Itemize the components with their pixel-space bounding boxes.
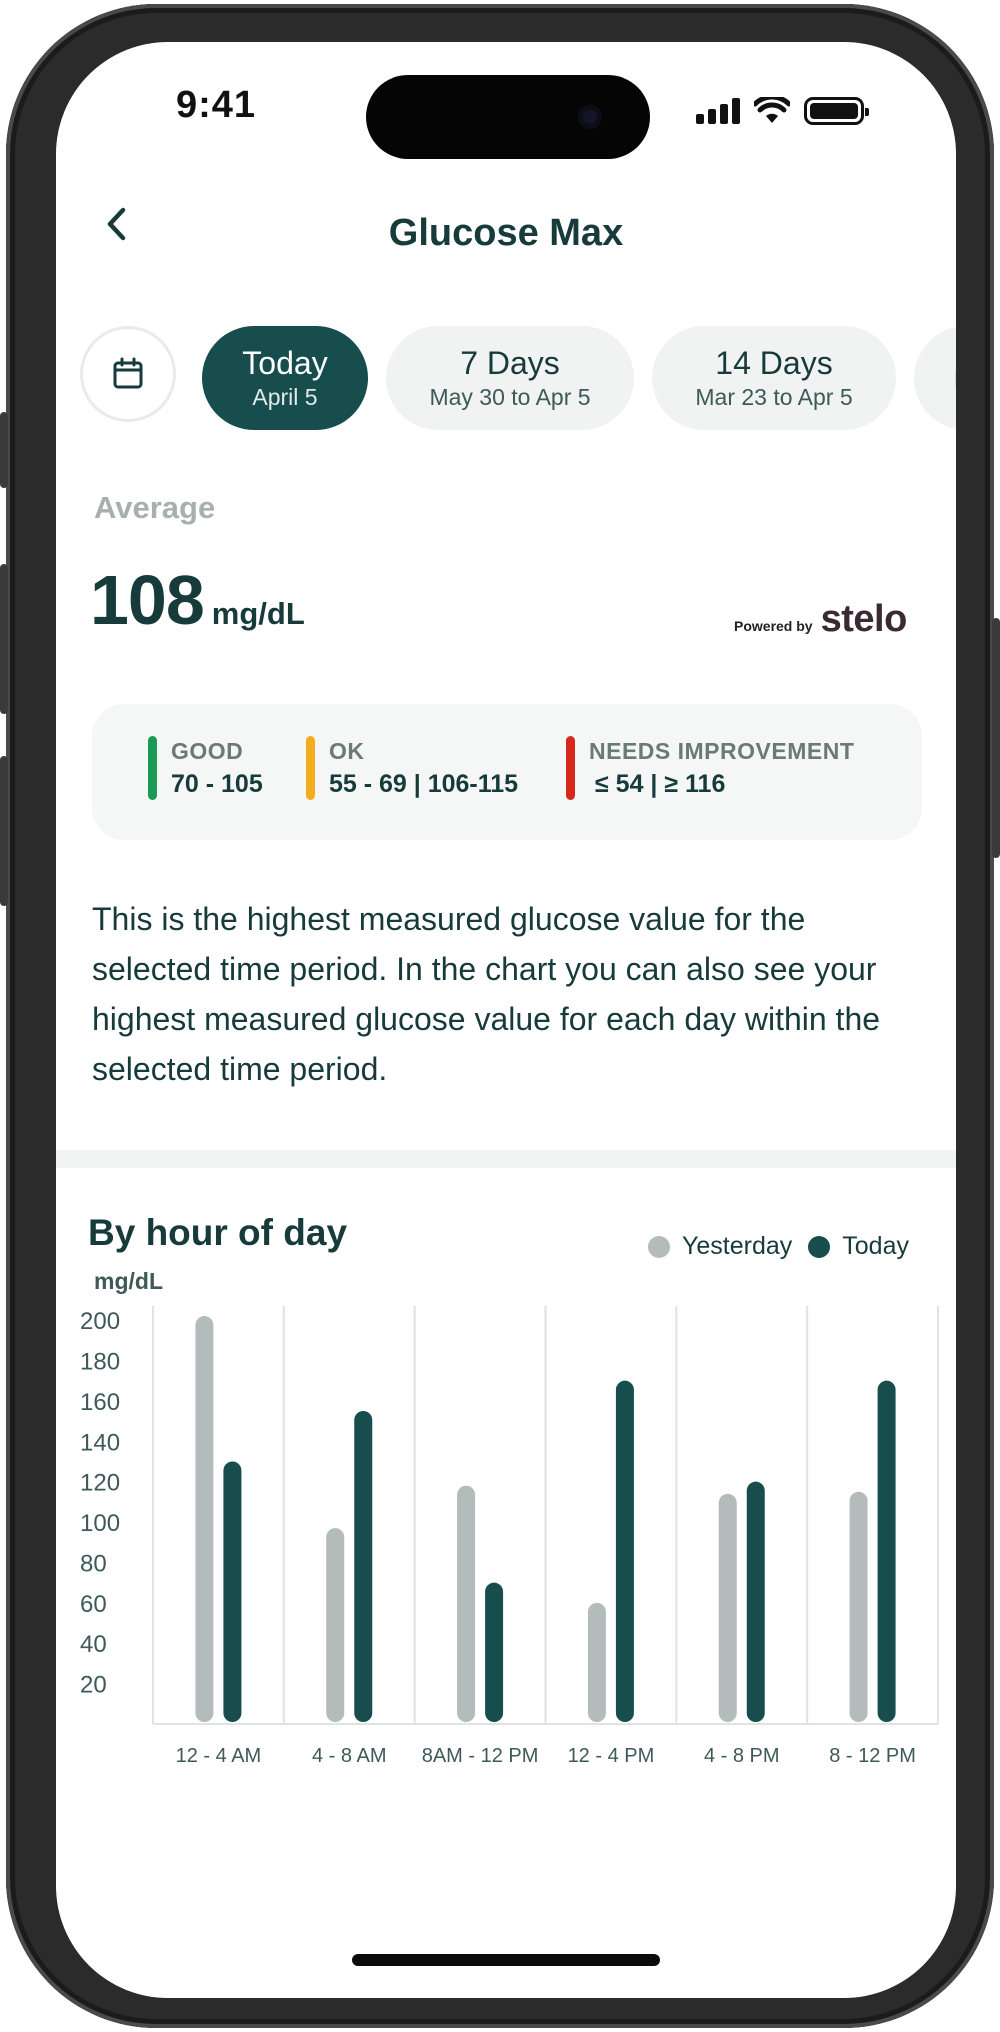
bar-yesterday [718, 1493, 737, 1722]
calendar-icon [113, 357, 143, 389]
bar-today [746, 1481, 765, 1722]
range-pill-label: Today [242, 345, 328, 381]
calendar-button[interactable] [80, 326, 176, 422]
chart-legend: Yesterday Today [648, 1232, 909, 1261]
y-tick-label: 140 [80, 1429, 120, 1456]
status-time: 9:41 [176, 84, 257, 126]
dynamic-island [366, 75, 650, 159]
y-tick-label: 60 [80, 1591, 107, 1618]
powered-by-logo: Powered by stelo [734, 598, 907, 641]
range-ok-label: OK [329, 738, 365, 764]
phone-frame: 9:41 Glucose Max Tod [0, 4, 1000, 2028]
x-tick-label: 4 - 8 AM [312, 1745, 386, 1767]
battery-icon [804, 97, 869, 125]
range-good: GOOD 70 - 105 [148, 736, 263, 802]
range-needs-improvement-label: NEEDS IMPROVEMENT [589, 738, 855, 764]
x-tick-label: 12 - 4 AM [176, 1745, 262, 1767]
section-divider [56, 1150, 956, 1168]
range-pill-14-days[interactable]: 14 Days Mar 23 to Apr 5 [652, 326, 896, 430]
status-icons [696, 94, 869, 128]
legend-today-dot [808, 1235, 831, 1258]
x-tick-label: 4 - 8 PM [704, 1745, 780, 1767]
hourly-glucose-bar-chart: 20 40 60 80 100 120 140 160 180 200 12 - 4 AM 4 - 8… [80, 1306, 939, 1767]
bar-today [615, 1380, 634, 1722]
y-tick-label: 100 [80, 1510, 120, 1537]
legend-today-label: Today [842, 1232, 909, 1260]
bar-yesterday [326, 1528, 345, 1722]
average-unit: mg/dL [211, 596, 305, 631]
range-pill-dates: April 5 [252, 384, 318, 410]
range-good-color-bar [148, 736, 157, 800]
range-pill-more[interactable]: M [914, 326, 956, 430]
average-label: Average [94, 490, 216, 525]
range-needs-improvement-value: ≤ 54 | ≥ 116 [595, 770, 726, 798]
bar-today [485, 1582, 504, 1722]
y-tick-label: 160 [80, 1389, 120, 1416]
volume-up-button [0, 564, 8, 714]
range-pill-dates: Mar 23 to Apr 5 [695, 384, 853, 410]
chart-title: By hour of day [88, 1212, 348, 1253]
power-button [992, 618, 1000, 858]
range-pill-today[interactable]: Today April 5 [202, 326, 368, 430]
range-ok: OK 55 - 69 | 106-115 [306, 736, 518, 802]
x-tick-label: 8 - 12 PM [829, 1745, 916, 1767]
range-pill-dates: M [954, 363, 956, 393]
range-ok-color-bar [306, 736, 315, 800]
bar-yesterday [587, 1602, 606, 1722]
legend-yesterday-dot [648, 1235, 670, 1258]
range-pill-label: 7 Days [460, 345, 560, 381]
page-title: Glucose Max [388, 212, 624, 254]
range-good-value: 70 - 105 [171, 770, 263, 798]
x-tick-label: 8AM - 12 PM [422, 1745, 539, 1767]
description-text: This is the highest measured glucose val… [92, 901, 881, 1087]
average-value: 108 mg/dL [90, 560, 305, 640]
y-tick-label: 200 [80, 1308, 120, 1335]
back-chevron-icon[interactable] [98, 204, 138, 244]
legend-yesterday: Yesterday [648, 1232, 792, 1261]
bar-yesterday [457, 1485, 476, 1722]
average-number: 108 [90, 561, 205, 639]
y-tick-label: 20 [80, 1672, 107, 1699]
bar-yesterday [195, 1316, 214, 1722]
brand-logo: stelo [820, 598, 908, 640]
bar-today [354, 1410, 373, 1722]
legend-today: Today [808, 1232, 909, 1261]
cellular-signal-icon [696, 98, 740, 124]
camera-icon [578, 105, 602, 129]
action-button [0, 412, 8, 488]
range-needs-improvement-color-bar [566, 736, 575, 800]
x-tick-label: 12 - 4 PM [568, 1745, 655, 1767]
bar-yesterday [849, 1491, 868, 1722]
y-tick-label: 180 [80, 1348, 120, 1375]
y-tick-label: 80 [80, 1550, 107, 1577]
volume-down-button [0, 756, 8, 906]
legend-yesterday-label: Yesterday [682, 1232, 793, 1260]
powered-by-text: Powered by [734, 618, 813, 634]
wifi-icon [754, 97, 790, 123]
range-pill-7-days[interactable]: 7 Days May 30 to Apr 5 [386, 326, 634, 430]
range-legend-box: GOOD 70 - 105 OK 55 - 69 | 106-115 NEEDS… [92, 704, 922, 840]
range-needs-improvement: NEEDS IMPROVEMENT ≤ 54 | ≥ 116 [566, 736, 854, 802]
home-indicator[interactable] [352, 1954, 660, 1966]
screen: 9:41 Glucose Max Tod [56, 42, 956, 1998]
bar-today [877, 1380, 896, 1722]
range-ok-value: 55 - 69 | 106-115 [329, 770, 519, 798]
range-good-label: GOOD [171, 738, 244, 764]
range-pill-label: 14 Days [715, 345, 833, 381]
y-tick-label: 40 [80, 1631, 107, 1658]
chart-unit-label: mg/dL [94, 1268, 163, 1294]
range-pill-dates: May 30 to Apr 5 [429, 384, 591, 410]
y-tick-label: 120 [80, 1470, 120, 1497]
bar-today [223, 1461, 242, 1722]
